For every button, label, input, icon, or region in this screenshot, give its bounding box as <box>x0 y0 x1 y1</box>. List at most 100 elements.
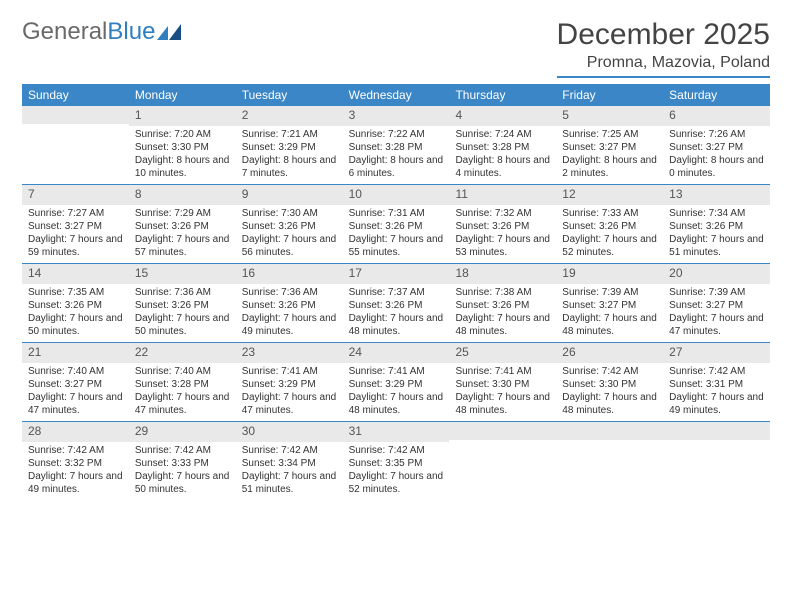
daylight-text: Daylight: 7 hours and 48 minutes. <box>562 391 657 417</box>
daylight-text: Daylight: 7 hours and 50 minutes. <box>28 312 123 338</box>
day-number: 16 <box>236 264 343 284</box>
day-cell: 3Sunrise: 7:22 AMSunset: 3:28 PMDaylight… <box>343 106 450 184</box>
sunrise-text: Sunrise: 7:42 AM <box>669 365 764 378</box>
day-cell: 20Sunrise: 7:39 AMSunset: 3:27 PMDayligh… <box>663 264 770 342</box>
day-number: 9 <box>236 185 343 205</box>
day-body: Sunrise: 7:42 AMSunset: 3:31 PMDaylight:… <box>663 363 770 421</box>
day-body: Sunrise: 7:35 AMSunset: 3:26 PMDaylight:… <box>22 284 129 342</box>
sunrise-text: Sunrise: 7:33 AM <box>562 207 657 220</box>
sunset-text: Sunset: 3:30 PM <box>455 378 550 391</box>
sunrise-text: Sunrise: 7:29 AM <box>135 207 230 220</box>
day-cell <box>449 422 556 500</box>
day-cell: 15Sunrise: 7:36 AMSunset: 3:26 PMDayligh… <box>129 264 236 342</box>
day-number: 30 <box>236 422 343 442</box>
daylight-text: Daylight: 7 hours and 53 minutes. <box>455 233 550 259</box>
sunset-text: Sunset: 3:27 PM <box>562 141 657 154</box>
sunset-text: Sunset: 3:28 PM <box>135 378 230 391</box>
daylight-text: Daylight: 7 hours and 52 minutes. <box>349 470 444 496</box>
sunrise-text: Sunrise: 7:21 AM <box>242 128 337 141</box>
day-number: 23 <box>236 343 343 363</box>
day-number: 5 <box>556 106 663 126</box>
logo-text-2: Blue <box>107 18 155 46</box>
sunset-text: Sunset: 3:26 PM <box>28 299 123 312</box>
sunrise-text: Sunrise: 7:30 AM <box>242 207 337 220</box>
day-cell: 5Sunrise: 7:25 AMSunset: 3:27 PMDaylight… <box>556 106 663 184</box>
day-body: Sunrise: 7:40 AMSunset: 3:28 PMDaylight:… <box>129 363 236 421</box>
sunrise-text: Sunrise: 7:40 AM <box>28 365 123 378</box>
day-cell: 27Sunrise: 7:42 AMSunset: 3:31 PMDayligh… <box>663 343 770 421</box>
sunset-text: Sunset: 3:26 PM <box>135 299 230 312</box>
day-number: 3 <box>343 106 450 126</box>
sunset-text: Sunset: 3:26 PM <box>669 220 764 233</box>
day-cell: 23 Sunrise: 7:41 AMSunset: 3:29 PMDayligh… <box>236 343 343 421</box>
day-body: Sunrise: 7:33 AMSunset: 3:26 PMDaylight:… <box>556 205 663 263</box>
sunset-text: Sunset: 3:30 PM <box>135 141 230 154</box>
sunset-text: Sunset: 3:26 PM <box>349 220 444 233</box>
sunrise-text: Sunrise: 7:41 AM <box>349 365 444 378</box>
weeks-container: 1Sunrise: 7:20 AMSunset: 3:30 PMDaylight… <box>22 106 770 500</box>
day-cell: 14Sunrise: 7:35 AMSunset: 3:26 PMDayligh… <box>22 264 129 342</box>
day-cell: 22Sunrise: 7:40 AMSunset: 3:28 PMDayligh… <box>129 343 236 421</box>
daylight-text: Daylight: 7 hours and 47 minutes. <box>135 391 230 417</box>
day-body: Sunrise: 7:42 AMSunset: 3:32 PMDaylight:… <box>22 442 129 500</box>
sunrise-text: Sunrise: 7:42 AM <box>28 444 123 457</box>
day-number <box>22 106 129 124</box>
day-cell: 11Sunrise: 7:32 AMSunset: 3:26 PMDayligh… <box>449 185 556 263</box>
day-cell <box>556 422 663 500</box>
day-body: Sunrise: 7:42 AMSunset: 3:33 PMDaylight:… <box>129 442 236 500</box>
day-cell: 18Sunrise: 7:38 AMSunset: 3:26 PMDayligh… <box>449 264 556 342</box>
day-body: Sunrise: 7:27 AMSunset: 3:27 PMDaylight:… <box>22 205 129 263</box>
day-number: 19 <box>556 264 663 284</box>
sunset-text: Sunset: 3:26 PM <box>242 220 337 233</box>
day-cell: 19Sunrise: 7:39 AMSunset: 3:27 PMDayligh… <box>556 264 663 342</box>
day-body: Sunrise: 7:39 AMSunset: 3:27 PMDaylight:… <box>663 284 770 342</box>
day-body: Sunrise: 7:22 AMSunset: 3:28 PMDaylight:… <box>343 126 450 184</box>
day-cell: 8Sunrise: 7:29 AMSunset: 3:26 PMDaylight… <box>129 185 236 263</box>
day-number: 18 <box>449 264 556 284</box>
daylight-text: Daylight: 7 hours and 48 minutes. <box>455 312 550 338</box>
day-cell: 16Sunrise: 7:36 AMSunset: 3:26 PMDayligh… <box>236 264 343 342</box>
logo-text-1: General <box>22 18 107 46</box>
day-number: 7 <box>22 185 129 205</box>
day-body: Sunrise: 7:29 AMSunset: 3:26 PMDaylight:… <box>129 205 236 263</box>
sunset-text: Sunset: 3:26 PM <box>135 220 230 233</box>
sunset-text: Sunset: 3:27 PM <box>28 220 123 233</box>
day-cell: 17Sunrise: 7:37 AMSunset: 3:26 PMDayligh… <box>343 264 450 342</box>
day-body: Sunrise: 7:34 AMSunset: 3:26 PMDaylight:… <box>663 205 770 263</box>
day-number: 25 <box>449 343 556 363</box>
sunrise-text: Sunrise: 7:41 AM <box>242 365 337 378</box>
sunrise-text: Sunrise: 7:40 AM <box>135 365 230 378</box>
week-row: 14Sunrise: 7:35 AMSunset: 3:26 PMDayligh… <box>22 264 770 343</box>
sunset-text: Sunset: 3:32 PM <box>28 457 123 470</box>
week-row: 21Sunrise: 7:40 AMSunset: 3:27 PMDayligh… <box>22 343 770 422</box>
daylight-text: Daylight: 7 hours and 59 minutes. <box>28 233 123 259</box>
day-header-row: Sunday Monday Tuesday Wednesday Thursday… <box>22 84 770 106</box>
sunset-text: Sunset: 3:27 PM <box>562 299 657 312</box>
day-number: 29 <box>129 422 236 442</box>
daylight-text: Daylight: 7 hours and 47 minutes. <box>242 391 337 417</box>
day-number: 21 <box>22 343 129 363</box>
sunrise-text: Sunrise: 7:25 AM <box>562 128 657 141</box>
day-cell: 12Sunrise: 7:33 AMSunset: 3:26 PMDayligh… <box>556 185 663 263</box>
sunset-text: Sunset: 3:26 PM <box>562 220 657 233</box>
sunset-text: Sunset: 3:33 PM <box>135 457 230 470</box>
sunrise-text: Sunrise: 7:42 AM <box>562 365 657 378</box>
day-number: 17 <box>343 264 450 284</box>
day-number: 31 <box>343 422 450 442</box>
day-number: 12 <box>556 185 663 205</box>
day-body: Sunrise: 7:32 AMSunset: 3:26 PMDaylight:… <box>449 205 556 263</box>
day-body: Sunrise: 7:41 AMSunset: 3:29 PMDaylight:… <box>343 363 450 421</box>
day-number: 13 <box>663 185 770 205</box>
week-row: 1Sunrise: 7:20 AMSunset: 3:30 PMDaylight… <box>22 106 770 185</box>
day-header: Tuesday <box>236 84 343 106</box>
day-number: 15 <box>129 264 236 284</box>
sunrise-text: Sunrise: 7:42 AM <box>242 444 337 457</box>
day-body: Sunrise: 7:21 AMSunset: 3:29 PMDaylight:… <box>236 126 343 184</box>
day-body: Sunrise: 7:42 AMSunset: 3:35 PMDaylight:… <box>343 442 450 500</box>
day-number: 14 <box>22 264 129 284</box>
sunrise-text: Sunrise: 7:41 AM <box>455 365 550 378</box>
day-number: 2 <box>236 106 343 126</box>
sunset-text: Sunset: 3:29 PM <box>242 378 337 391</box>
day-header: Thursday <box>449 84 556 106</box>
daylight-text: Daylight: 7 hours and 57 minutes. <box>135 233 230 259</box>
